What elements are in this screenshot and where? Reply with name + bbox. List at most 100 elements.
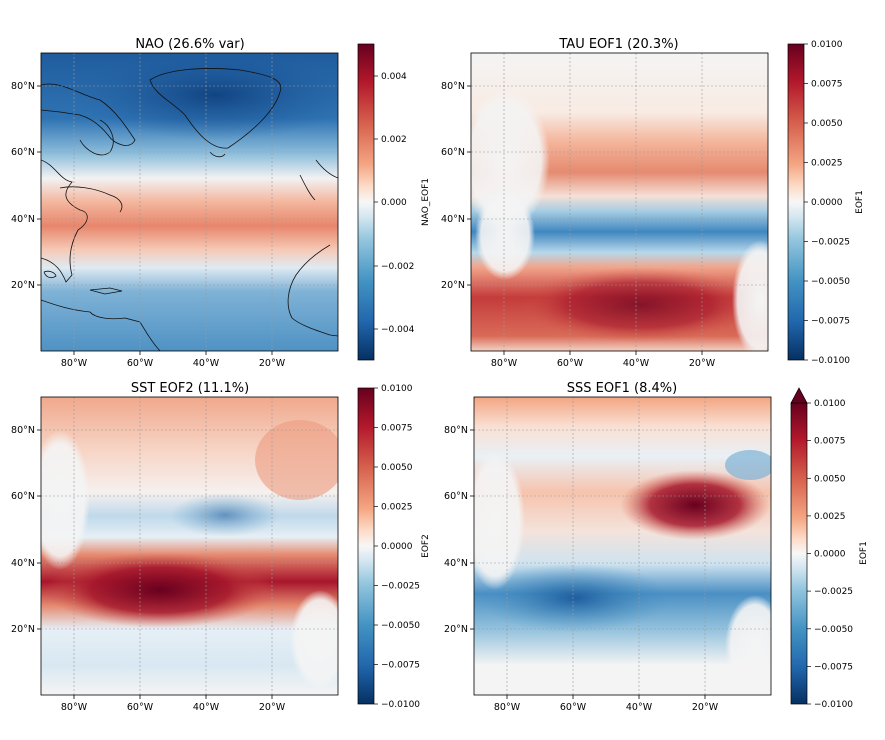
land-mask (475, 190, 535, 280)
x-tick-label: 20°W (689, 358, 716, 369)
land-mask (471, 90, 550, 230)
panel-tau: TAU EOF1 (20.3%) 80°W 60°W 40°W 20°W 80°… (441, 37, 865, 369)
x-ticks: 80°W 60°W 40°W 20°W (491, 351, 716, 369)
x-tick-label: 80°W (491, 358, 518, 369)
gridlines (41, 53, 338, 351)
y-tick-label: 20°N (11, 624, 35, 635)
x-tick-label: 40°W (193, 358, 220, 369)
colorbar-tick: 0.0000 (814, 550, 846, 560)
panel-title: SST EOF2 (11.1%) (131, 381, 249, 396)
panel-title: SSS EOF1 (8.4%) (567, 381, 677, 396)
panel-sss: SSS EOF1 (8.4%) 80°W 60°W 40°W 20°W 80°N… (444, 381, 869, 713)
y-tick-label: 60°N (441, 147, 465, 158)
x-tick-label: 20°W (259, 702, 286, 713)
x-ticks: 80°W 60°W 40°W 20°W (494, 695, 719, 713)
colorbar-label: EOF2 (421, 534, 431, 558)
x-ticks: 80°W 60°W 40°W 20°W (61, 351, 286, 369)
colorbar-label: NAO_EOF1 (421, 178, 431, 226)
y-ticks: 80°N 60°N 40°N 20°N (441, 81, 471, 291)
colorbar-tick: −0.0100 (811, 356, 850, 366)
nao-northern-low (75, 53, 338, 140)
y-tick-label: 60°N (11, 147, 35, 158)
land-mask (732, 240, 768, 351)
colorbar-gradient (357, 43, 375, 361)
panel-title: TAU EOF1 (20.3%) (558, 37, 678, 52)
gridlines (41, 397, 338, 695)
colorbar-tick: −0.0025 (814, 587, 853, 597)
land-mask (290, 590, 338, 690)
axes-frame (40, 396, 339, 696)
colorbar-label: EOF1 (859, 541, 869, 565)
y-tick-label: 40°N (444, 558, 468, 569)
colorbar-tick: 0.0000 (811, 198, 843, 208)
y-tick-label: 20°N (11, 280, 35, 291)
sst-subtropical-max (45, 552, 275, 628)
land-mask (725, 595, 771, 695)
colorbar-tick: 0.0075 (811, 80, 843, 90)
y-tick-label: 40°N (11, 558, 35, 569)
colorbar-tick: −0.0075 (814, 662, 853, 672)
colorbar-tick: −0.0100 (381, 700, 420, 710)
sss-subpolar-max (620, 470, 770, 540)
colorbar-tick: 0.0100 (381, 384, 413, 394)
colorbar-tick: 0.0025 (381, 503, 413, 513)
sss-field (474, 397, 771, 695)
x-ticks: 80°W 60°W 40°W 20°W (61, 695, 286, 713)
y-tick-label: 80°N (441, 81, 465, 92)
sst-subpolar-min (170, 493, 280, 537)
y-tick-label: 80°N (444, 425, 468, 436)
x-tick-label: 60°W (560, 702, 587, 713)
x-tick-label: 40°W (626, 702, 653, 713)
sss-subtropical-min (480, 563, 670, 633)
colorbar-tick: −0.0050 (381, 621, 420, 631)
panel-title: NAO (26.6% var) (135, 37, 244, 52)
axes-frame (470, 52, 769, 352)
y-tick-label: 40°N (441, 214, 465, 225)
x-tick-label: 40°W (623, 358, 650, 369)
colorbar-tick: 0.0025 (814, 512, 846, 522)
x-tick-label: 80°W (61, 702, 88, 713)
x-tick-label: 60°W (127, 358, 154, 369)
x-tick-label: 20°W (259, 358, 286, 369)
colorbar-tick: 0.0050 (381, 463, 413, 473)
tau-trade-wind-max (520, 267, 760, 343)
sst-nordic-max (255, 420, 338, 500)
colorbar-tick: −0.002 (381, 262, 414, 272)
colorbar-tick: −0.0075 (811, 317, 850, 327)
x-tick-label: 60°W (127, 702, 154, 713)
gridlines (471, 53, 768, 351)
y-ticks: 80°N 60°N 40°N 20°N (444, 425, 474, 635)
colorbar: 0.0100 0.0075 0.0050 0.0025 0.0000 −0.00… (790, 387, 869, 710)
colorbar-tick: 0.000 (381, 198, 407, 208)
y-tick-label: 80°N (11, 425, 35, 436)
axes-frame (473, 396, 772, 696)
colorbar-tick: 0.002 (381, 135, 407, 145)
land-mask (474, 450, 525, 590)
colorbar-tick: −0.0100 (814, 700, 853, 710)
colorbar-gradient (787, 43, 805, 361)
panel-sst: SST EOF2 (11.1%) 80°W 60°W 40°W 20°W 80°… (11, 381, 431, 713)
y-ticks: 80°N 60°N 40°N 20°N (11, 425, 41, 635)
x-tick-label: 20°W (692, 702, 719, 713)
sss-nordic-min (725, 450, 771, 480)
colorbar: 0.0100 0.0075 0.0050 0.0025 0.0000 −0.00… (357, 384, 431, 710)
colorbar-tick: 0.0075 (381, 424, 413, 434)
y-tick-label: 60°N (11, 491, 35, 502)
colorbar-tick: −0.004 (381, 325, 415, 335)
colorbar-tick: 0.0075 (814, 437, 846, 447)
colorbar-tick: −0.0025 (381, 582, 420, 592)
colorbar-tick: 0.0000 (381, 542, 413, 552)
x-tick-label: 80°W (61, 358, 88, 369)
colorbar: 0.004 0.002 0.000 −0.002 −0.004 NAO_EOF1 (357, 43, 431, 361)
colorbar-tick: 0.0050 (814, 474, 846, 484)
y-tick-label: 20°N (441, 280, 465, 291)
x-tick-label: 80°W (494, 702, 521, 713)
colorbar-tick: 0.0050 (811, 119, 843, 129)
colorbar-tick: −0.0050 (811, 277, 850, 287)
colorbar-label: EOF1 (855, 190, 865, 214)
gridlines (474, 397, 771, 695)
land-mask (41, 430, 90, 570)
colorbar-tick: −0.0075 (381, 661, 420, 671)
panel-nao: NAO (26.6% var) 80°W 60°W 40°W 20°W 80°N… (11, 37, 431, 369)
